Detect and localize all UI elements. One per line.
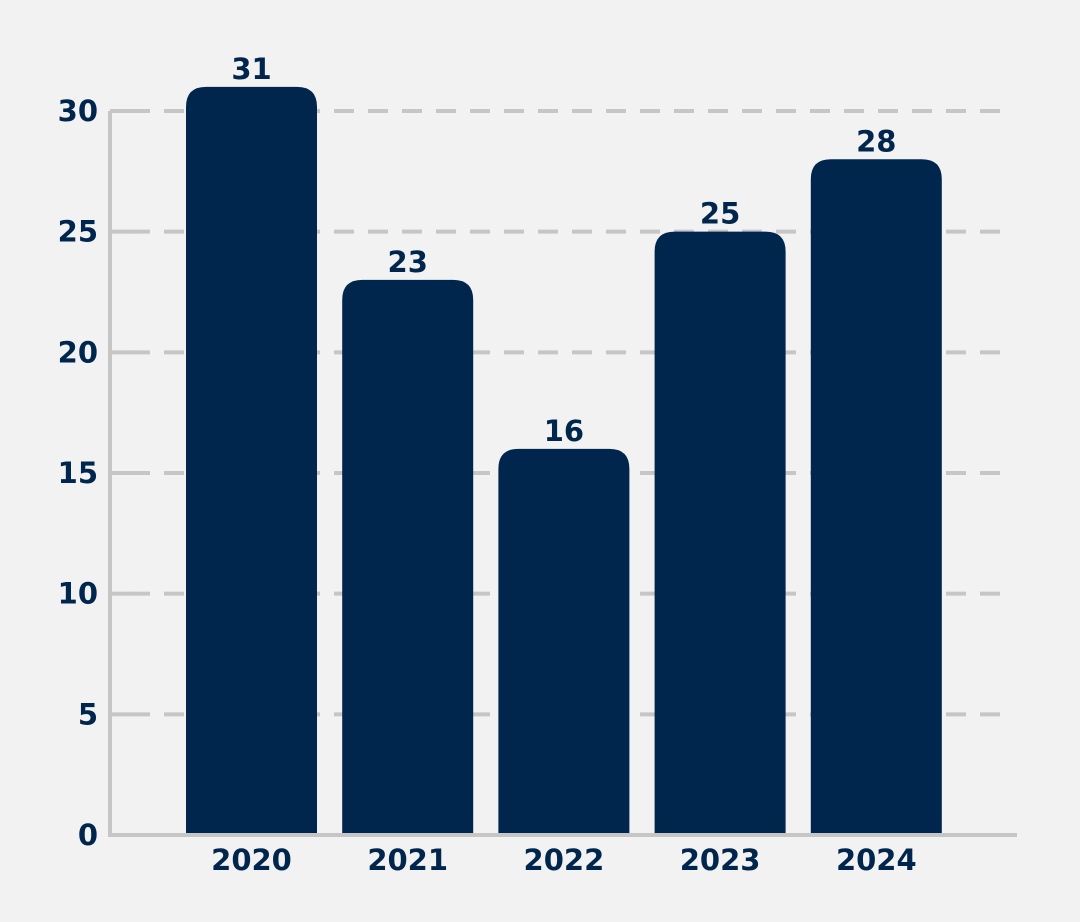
y-tick-label-15: 15 (58, 456, 98, 490)
data-label-2024: 28 (856, 124, 896, 158)
data-label-2020: 31 (231, 52, 271, 86)
labels: 0 5 10 15 20 25 30 31 2020 23 2021 16 2022 25 2023 28 20… (58, 52, 917, 877)
axes (108, 109, 1017, 837)
y-tick-label-25: 25 (58, 215, 98, 249)
x-tick-label-2022: 2022 (524, 843, 605, 877)
data-label-2023: 25 (700, 197, 740, 231)
x-tick-label-2023: 2023 (680, 843, 761, 877)
bar-2024 (810, 159, 942, 835)
data-label-2021: 23 (388, 245, 428, 279)
bar-2023 (654, 231, 786, 835)
y-tick-label-20: 20 (58, 335, 98, 369)
bar-2020 (186, 86, 317, 835)
data-label-2022: 16 (544, 414, 584, 448)
y-tick-label-0: 0 (78, 818, 98, 852)
y-tick-label-30: 30 (58, 94, 98, 128)
y-tick-label-5: 5 (78, 697, 98, 731)
bar-2021 (342, 279, 474, 835)
x-tick-label-2020: 2020 (211, 843, 292, 877)
x-tick-label-2021: 2021 (367, 843, 448, 877)
x-tick-label-2024: 2024 (836, 843, 917, 877)
bar-2022 (498, 448, 630, 835)
y-tick-label-10: 10 (58, 577, 98, 611)
bars (186, 86, 942, 835)
